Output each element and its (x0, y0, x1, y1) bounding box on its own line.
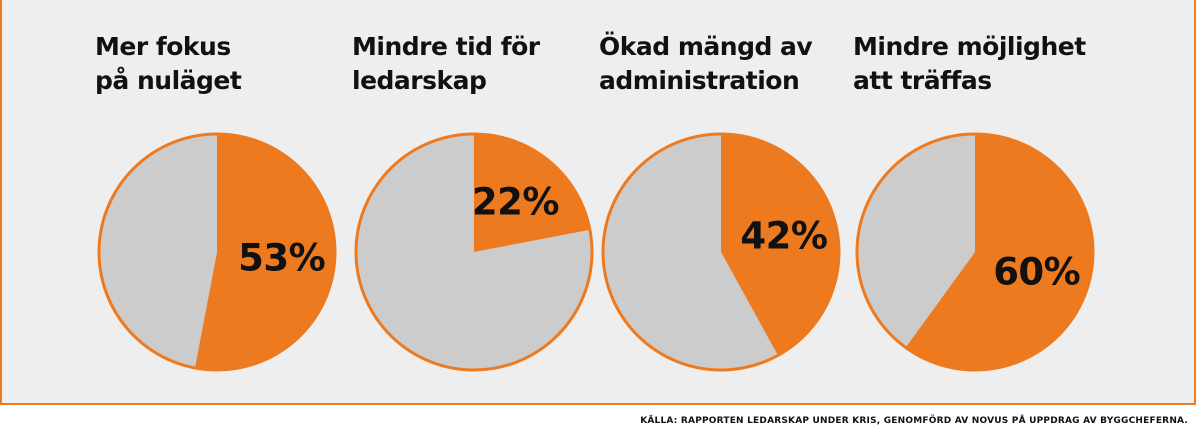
pie-slice-highlight (905, 134, 1093, 370)
chart-title: Mindre möjlighet att träffas (853, 30, 1103, 98)
pie-chart-1: Mer fokus på nuläget 53% (95, 30, 345, 380)
chart-title: Ökad mängd av administration (599, 30, 849, 98)
pie-outline (601, 132, 841, 372)
chart-title-line-2: administration (599, 66, 800, 95)
pie-slice-highlight (194, 134, 336, 370)
pie-slice-label: 42% (740, 214, 827, 257)
chart-title-line-2: att träffas (853, 66, 992, 95)
pie-chart-2: Mindre tid för ledarskap 22% (352, 30, 602, 380)
pie-slice-rest (857, 134, 975, 348)
pie-chart-4: Mindre möjlighet att träffas 60% (853, 30, 1103, 380)
chart-title: Mer fokus på nuläget (95, 30, 345, 98)
chart-title-line-1: Mindre tid för (352, 32, 540, 61)
pie-slice-label: 60% (993, 251, 1080, 294)
chart-title-line-2: ledarskap (352, 66, 487, 95)
infographic-panel: Mer fokus på nuläget 53% Mindre tid för … (0, 0, 1196, 405)
pie-chart-3: Ökad mängd av administration 42% (599, 30, 849, 380)
pie-svg: 42% (601, 132, 841, 372)
pie-outline (97, 132, 337, 372)
pie-slice-rest (99, 134, 217, 368)
pie-svg: 53% (97, 132, 337, 372)
pie-slice-highlight (474, 134, 590, 252)
chart-title-line-1: Mer fokus (95, 32, 231, 61)
pie-slice-label: 53% (238, 237, 325, 280)
source-note: KÄLLA: RAPPORTEN LEDARSKAP UNDER KRIS, G… (640, 416, 1188, 426)
pie-slice-rest (356, 134, 592, 370)
chart-title: Mindre tid för ledarskap (352, 30, 602, 98)
chart-title-line-1: Ökad mängd av (599, 32, 813, 61)
pie-outline (354, 132, 594, 372)
chart-title-line-1: Mindre möjlighet (853, 32, 1086, 61)
pie-slice-highlight (721, 134, 839, 356)
pie-slice-rest (603, 134, 778, 370)
pie-slice-label: 22% (472, 180, 559, 223)
pie-svg: 22% (354, 132, 594, 372)
pie-svg: 60% (855, 132, 1095, 372)
pie-outline (855, 132, 1095, 372)
chart-title-line-2: på nuläget (95, 66, 242, 95)
